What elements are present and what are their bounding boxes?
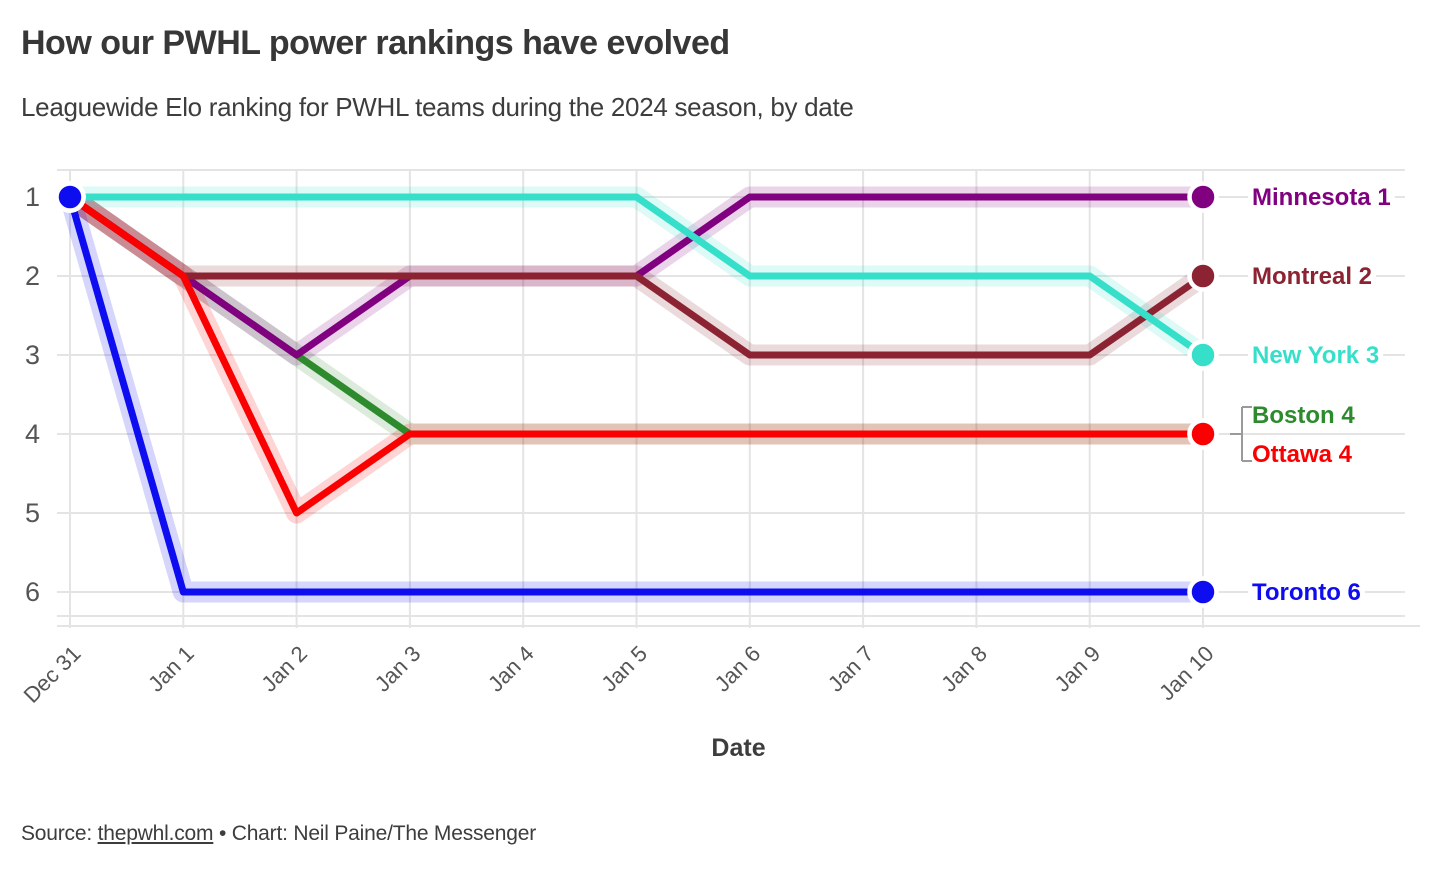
series-label-montreal: Montreal 2 [1252,263,1372,290]
y-tick-label-3: 3 [25,340,40,370]
x-tick-label-jan-4: Jan 4 [483,641,539,697]
source-prefix: Source: [21,822,98,845]
end-dot-ottawa[interactable] [1187,418,1219,450]
y-tick-label-1: 1 [25,182,40,212]
series-line-montreal[interactable] [66,193,1207,359]
label-backing-montreal [1248,261,1377,291]
end-dot-new-york[interactable] [1187,339,1219,371]
page-title: How our PWHL power rankings have evolved [21,24,730,62]
label-backing-toronto [1248,577,1365,607]
chart-area: 1 2 3 4 5 6 Dec 31 Jan 1 Jan 2 Jan 3 Jan 4 Jan 5 Jan… [0,155,1444,795]
page-subtitle: Leaguewide Elo ranking for PWHL teams du… [21,92,854,122]
series-label-boston: Boston 4 [1252,402,1355,429]
series-line-toronto[interactable] [66,193,1207,596]
x-axis-title: Date [711,734,765,762]
x-tick-label-jan-6: Jan 6 [710,641,766,697]
end-dot-toronto[interactable] [1187,576,1219,608]
label-backing-minnesota [1248,182,1395,212]
label-backing-new-york [1248,340,1384,370]
tie-bracket-rank-4 [1230,406,1252,462]
rankings-chart: 1 2 3 4 5 6 Dec 31 Jan 1 Jan 2 Jan 3 Jan 4 Jan 5 Jan… [19,169,1420,762]
end-dot-montreal[interactable] [1187,260,1219,292]
x-tick-label-jan-2: Jan 2 [256,641,312,697]
y-tick-label-6: 6 [25,577,40,607]
series-label-new-york: New York 3 [1252,342,1379,369]
start-dot-toronto[interactable] [54,181,86,213]
series-line-ottawa[interactable] [66,193,1207,517]
series-label-ottawa: Ottawa 4 [1252,441,1353,468]
x-tick-label-jan-8: Jan 8 [936,641,992,697]
x-tick-label-jan-9: Jan 9 [1049,641,1105,697]
x-tick-label-dec-31: Dec 31 [19,641,86,708]
source-credit: • Chart: Neil Paine/The Messenger [213,822,537,845]
end-dot-minnesota[interactable] [1187,181,1219,213]
y-tick-label-2: 2 [25,261,40,291]
series-label-minnesota: Minnesota 1 [1252,184,1391,211]
source-line: Source: thepwhl.com • Chart: Neil Paine/… [21,822,1421,846]
series-label-toronto: Toronto 6 [1252,579,1361,606]
source-link[interactable]: thepwhl.com [97,822,214,845]
x-tick-label-jan-7: Jan 7 [823,641,879,697]
y-tick-label-4: 4 [25,419,40,449]
y-tick-label-5: 5 [25,498,40,528]
x-tick-label-jan-3: Jan 3 [370,641,426,697]
x-tick-label-jan-5: Jan 5 [596,641,652,697]
x-tick-label-jan-1: Jan 1 [143,641,199,697]
x-tick-label-jan-10: Jan 10 [1154,641,1218,705]
series-line-new-york[interactable] [66,193,1207,359]
